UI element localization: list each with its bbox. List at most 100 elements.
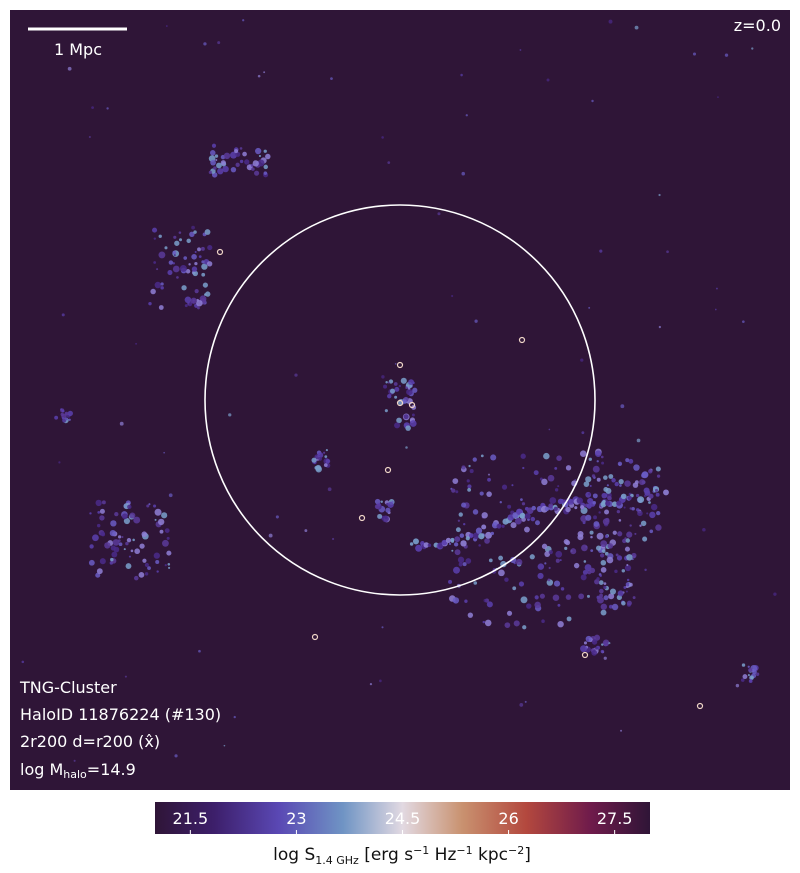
blob [325,458,331,464]
blob [158,305,164,310]
blob [466,479,470,483]
blob [167,269,173,276]
blob [565,465,572,471]
subscript: halo [63,768,87,781]
blob [499,501,502,504]
blob [594,450,602,457]
blob [330,77,333,80]
blob [747,674,750,677]
blob [178,238,183,242]
blob [599,249,603,253]
blob [164,246,168,250]
blob [462,562,467,567]
blob [263,164,269,170]
blob [216,248,224,256]
blob [621,569,626,573]
blob [504,622,511,629]
blob [467,487,472,492]
blob [615,553,619,557]
blob [394,363,397,365]
blob [583,560,587,563]
blob [639,524,642,527]
blob [585,635,592,643]
blob [112,539,120,546]
blob [454,549,461,556]
blob [566,616,572,622]
blob [127,504,132,510]
blob [544,551,551,557]
blob [201,260,205,264]
blob [173,235,177,239]
blob [601,461,605,465]
blob [593,515,597,520]
blob [257,159,265,167]
blob [537,572,544,579]
blob [629,507,632,510]
blob [607,495,612,501]
blob [408,401,416,409]
blob [128,555,131,558]
blob [379,679,382,683]
blob [585,514,592,521]
blob [581,431,585,435]
blob [530,516,536,522]
blob [541,619,545,623]
blob [150,288,156,295]
blob [591,474,596,478]
blob [217,41,221,45]
blob [144,562,149,568]
blob [616,555,623,561]
blob [314,466,318,470]
blob [185,269,191,274]
blob [573,562,580,569]
blob [230,166,237,173]
blob [64,417,68,421]
blob [387,381,390,384]
blob [380,500,383,503]
blob [741,663,746,667]
blob [608,593,615,600]
blob [634,532,637,535]
blob [172,250,177,255]
blob [465,114,468,117]
blob [608,474,614,479]
blob [599,574,602,577]
blob [125,563,132,569]
blob [600,559,607,566]
blob [512,586,517,591]
blob [99,558,106,565]
blob [381,136,384,139]
blob [482,620,486,624]
blob [141,531,148,537]
blob [588,492,591,496]
blob [457,519,461,522]
blob [191,253,197,260]
blob [190,297,197,304]
blob [583,481,590,487]
blob [163,451,165,454]
blob [655,524,662,531]
blob [130,549,134,553]
blob [629,524,632,527]
blob [154,508,162,516]
blob [644,568,647,572]
blob [67,410,73,417]
blob [126,538,132,543]
annotation: 2r200 d=r200 (x̂) [20,732,160,751]
blob [228,413,232,417]
label-part: ] [524,845,531,865]
blob [596,532,604,540]
blob [144,572,149,576]
blob [625,590,628,593]
blob [580,574,587,581]
blob [625,538,631,543]
label-part: [erg s [359,845,413,865]
blob [459,533,465,538]
blob [555,550,563,558]
blob [554,466,558,470]
blob [601,492,608,499]
blob [220,160,226,166]
blob [519,512,526,519]
blob [600,603,608,610]
label-part: Hz [429,845,456,865]
